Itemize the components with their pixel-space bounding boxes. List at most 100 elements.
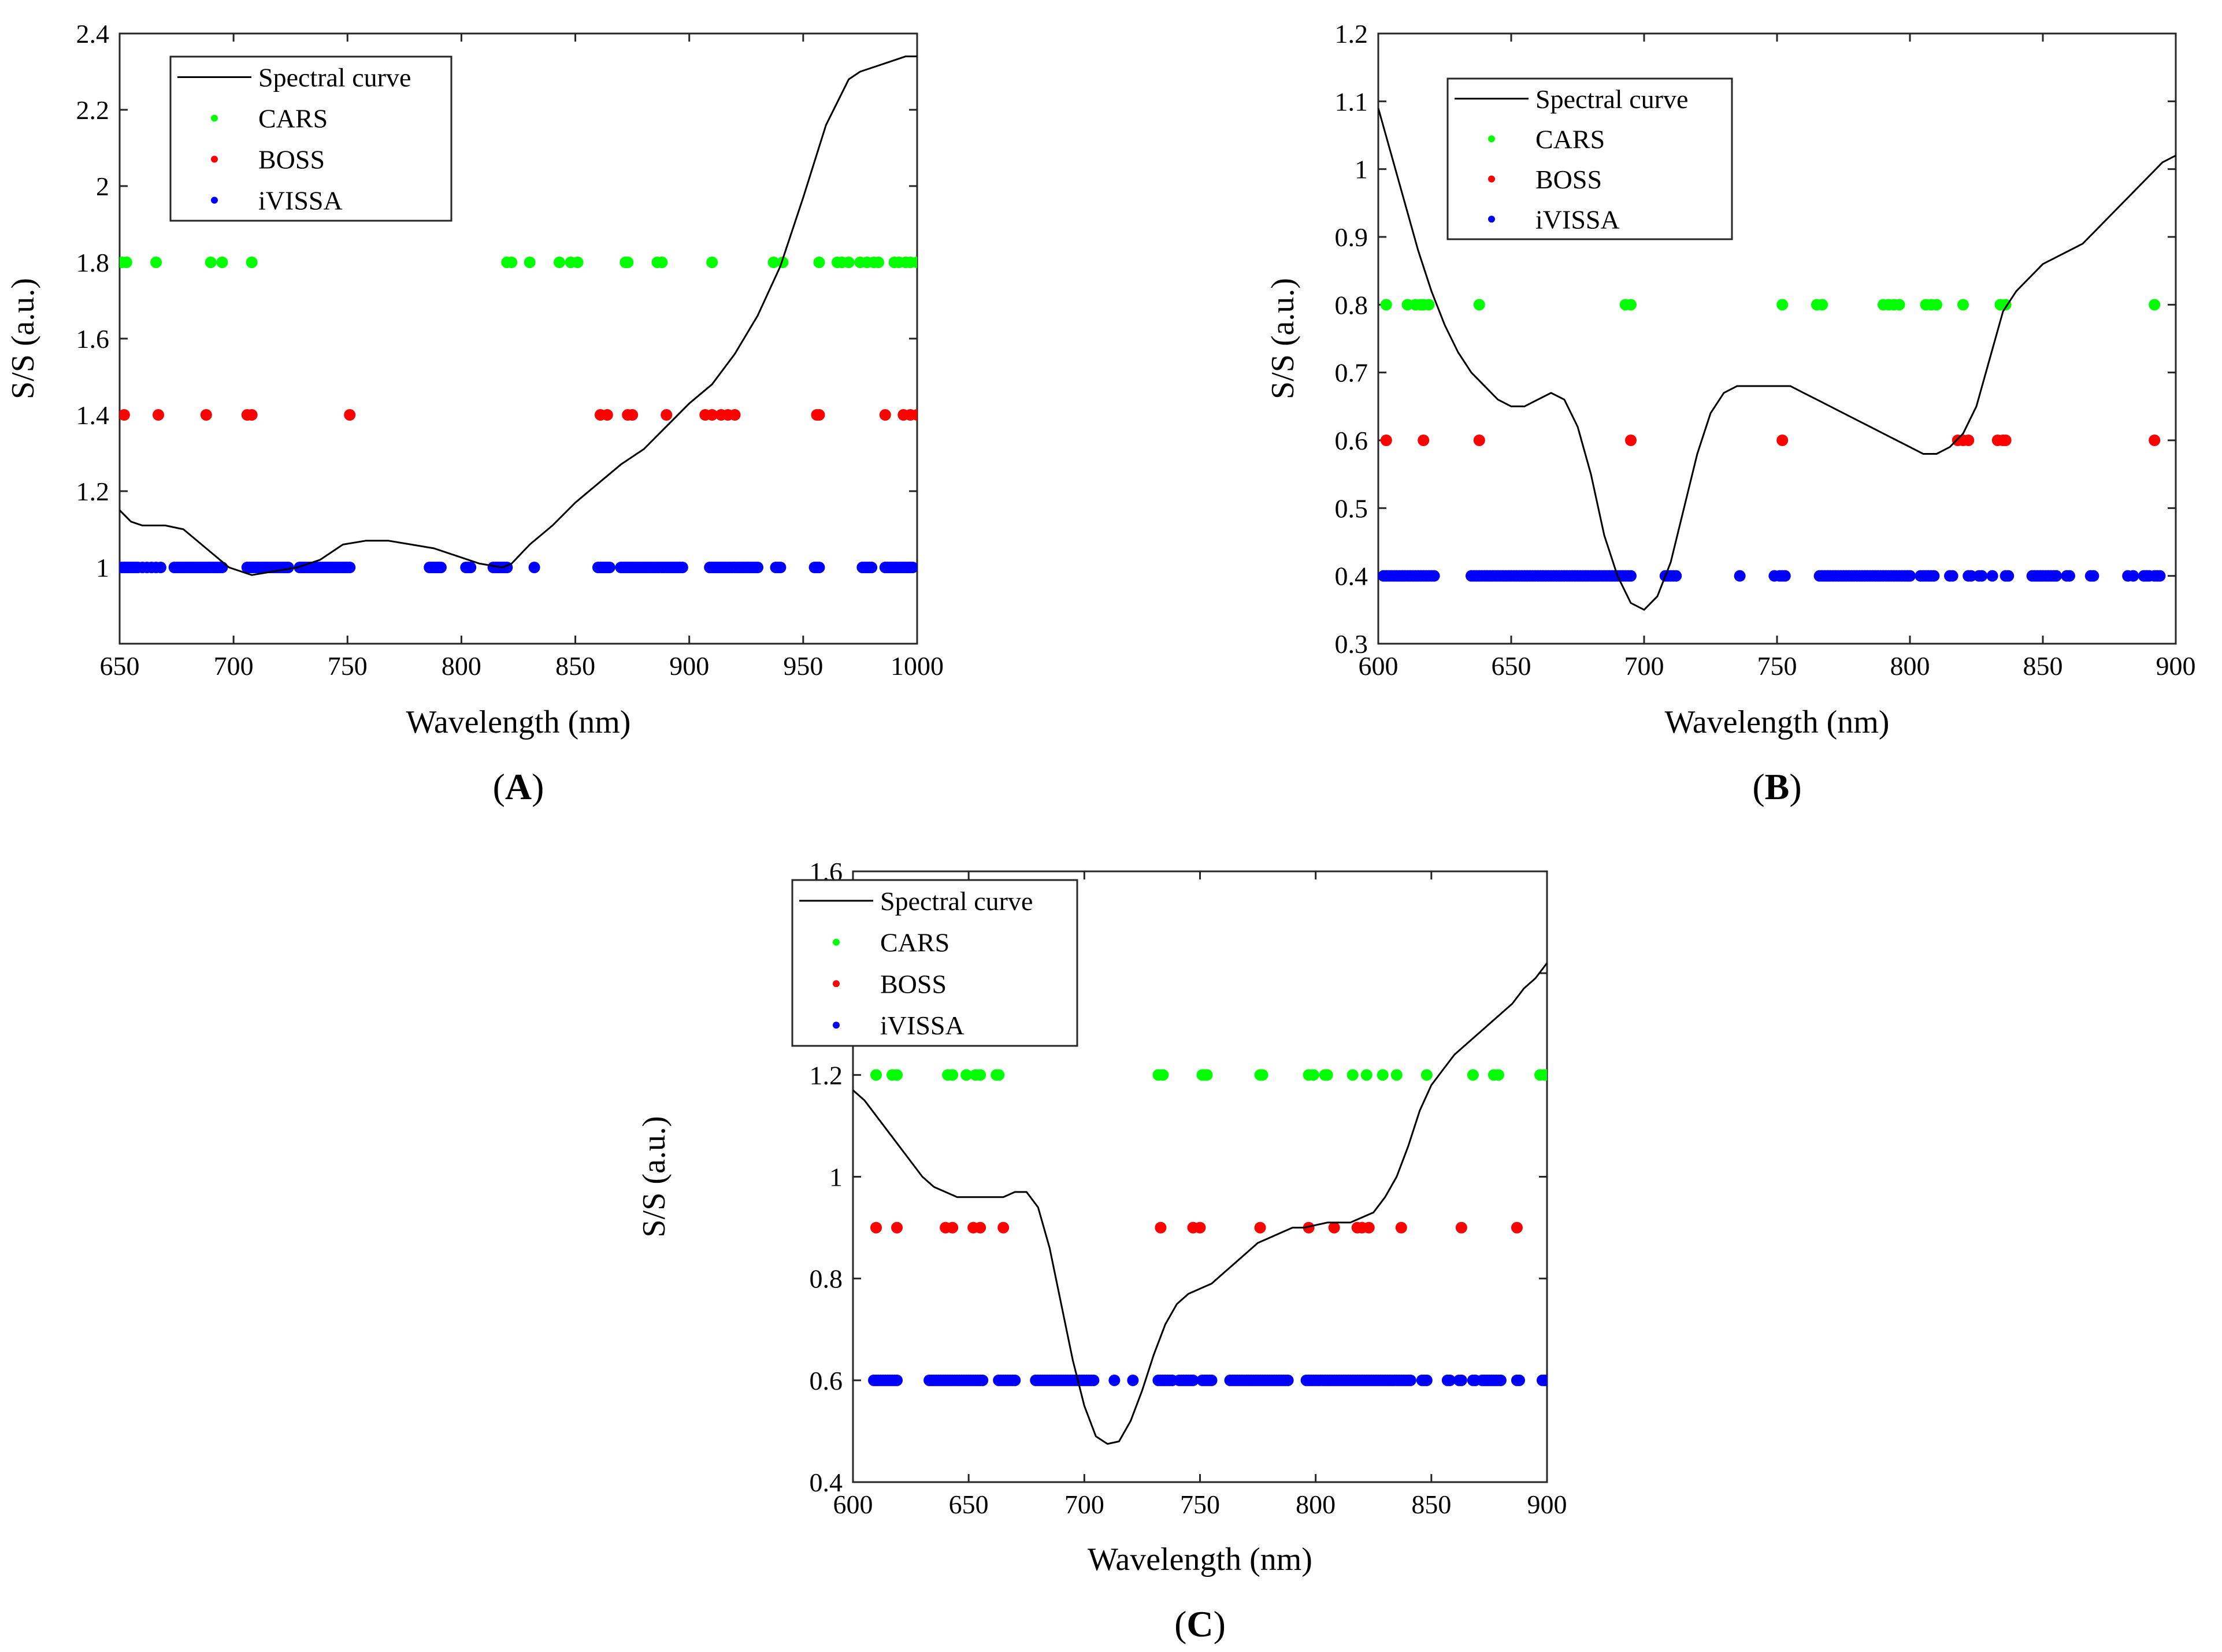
cars-point bbox=[2149, 299, 2161, 311]
cars-point bbox=[1201, 1069, 1213, 1081]
boss-point bbox=[891, 1222, 903, 1234]
boss-point bbox=[1328, 1222, 1340, 1234]
cars-point bbox=[911, 257, 917, 268]
plot-data bbox=[1378, 107, 2176, 611]
ivissa-point bbox=[774, 562, 787, 573]
panel-label-close: ) bbox=[1214, 1603, 1226, 1644]
ivissa-point bbox=[465, 562, 477, 573]
cars-point bbox=[1380, 299, 1392, 311]
boss-point bbox=[1511, 1222, 1523, 1234]
x-tick-label: 700 bbox=[1624, 651, 1664, 681]
y-tick-label: 2.4 bbox=[76, 19, 110, 49]
series-boss bbox=[120, 409, 917, 421]
legend-label: iVISSA bbox=[258, 186, 343, 216]
panel-label-open: ( bbox=[1752, 766, 1764, 807]
boss-point bbox=[1363, 1222, 1375, 1234]
y-tick-label: 0.4 bbox=[810, 1468, 843, 1497]
ivissa-point bbox=[1541, 1374, 1547, 1386]
y-tick-label: 1.4 bbox=[76, 400, 110, 430]
ivissa-point bbox=[1670, 570, 1682, 582]
cars-point bbox=[1893, 299, 1905, 311]
cars-point bbox=[246, 257, 258, 268]
boss-point bbox=[661, 409, 673, 421]
cars-point bbox=[1625, 299, 1637, 311]
cars-point bbox=[1346, 1069, 1359, 1081]
boss-point bbox=[1303, 1222, 1315, 1234]
y-tick-label: 0.6 bbox=[1335, 426, 1368, 455]
cars-point bbox=[947, 1069, 959, 1081]
ivissa-point bbox=[907, 562, 917, 573]
panel-label-letter: C bbox=[1186, 1603, 1213, 1644]
boss-point bbox=[1776, 435, 1789, 446]
boss-point bbox=[601, 409, 613, 421]
panel-label: (C) bbox=[1174, 1603, 1226, 1644]
legend-label: iVISSA bbox=[880, 1011, 965, 1040]
series-boss bbox=[870, 1222, 1523, 1234]
x-tick-label: 750 bbox=[1180, 1490, 1220, 1519]
cars-point bbox=[572, 257, 584, 268]
ivissa-point bbox=[1428, 570, 1440, 582]
panel-label-close: ) bbox=[532, 766, 544, 807]
cars-point bbox=[120, 257, 132, 268]
cars-point bbox=[870, 1069, 882, 1081]
cars-point bbox=[150, 257, 162, 268]
series-ivissa bbox=[868, 1374, 1547, 1386]
cars-point bbox=[1931, 299, 1942, 311]
ivissa-point bbox=[528, 562, 540, 573]
boss-point bbox=[1380, 435, 1392, 446]
y-tick-label: 1.8 bbox=[76, 248, 110, 277]
cars-point bbox=[216, 257, 228, 268]
panel-b: 600 650 700 750 800 850 900 0.3 0.4 0.5 0.6 0.7 0.8 0… bbox=[1265, 19, 2196, 807]
cars-point bbox=[1401, 299, 1414, 311]
ivissa-point bbox=[1205, 1374, 1218, 1386]
ivissa-point bbox=[1009, 1374, 1021, 1386]
cars-point bbox=[524, 257, 536, 268]
spectral-curve-line bbox=[1378, 107, 2176, 611]
x-tick-label: 900 bbox=[669, 651, 709, 681]
y-tick-label: 0.9 bbox=[1335, 222, 1368, 252]
boss-point bbox=[2149, 435, 2161, 446]
boss-point bbox=[120, 409, 130, 421]
x-tick-label: 800 bbox=[442, 651, 481, 681]
y-axis-title: S/S (a.u.) bbox=[636, 1116, 672, 1238]
spectral-curve-line bbox=[120, 55, 917, 576]
legend: Spectral curve CARS BOSS iVISSA bbox=[169, 55, 452, 222]
boss-point bbox=[729, 409, 741, 421]
ivissa-point bbox=[1946, 570, 1958, 582]
cars-point bbox=[974, 1069, 986, 1081]
x-tick-label: 850 bbox=[2023, 651, 2063, 681]
legend-dot-marker bbox=[211, 155, 218, 163]
y-tick-label: 1.6 bbox=[76, 324, 110, 354]
x-tick-label: 600 bbox=[1359, 651, 1399, 681]
legend-box bbox=[1446, 77, 1733, 240]
legend-label: CARS bbox=[880, 928, 949, 957]
legend-dot-marker bbox=[833, 1022, 840, 1029]
y-tick-label: 1.2 bbox=[810, 1060, 843, 1090]
ivissa-point bbox=[1928, 570, 1940, 582]
cars-point bbox=[960, 1069, 973, 1081]
legend-dot-marker bbox=[211, 196, 218, 204]
legend-box bbox=[169, 55, 452, 222]
cars-point bbox=[1467, 1069, 1479, 1081]
boss-point bbox=[1963, 435, 1975, 446]
boss-point bbox=[1625, 435, 1637, 446]
y-tick-label: 0.7 bbox=[1335, 358, 1368, 388]
legend-dot-marker bbox=[833, 938, 840, 946]
ivissa-point bbox=[752, 562, 763, 573]
boss-point bbox=[911, 409, 917, 421]
boss-point bbox=[1395, 1222, 1407, 1234]
x-tick-label: 650 bbox=[100, 651, 140, 681]
y-tick-label: 0.8 bbox=[810, 1264, 843, 1294]
ivissa-point bbox=[813, 562, 825, 573]
cars-point bbox=[843, 257, 855, 268]
legend: Spectral curve CARS BOSS iVISSA bbox=[791, 879, 1078, 1047]
boss-point bbox=[947, 1222, 959, 1234]
boss-point bbox=[1455, 1222, 1467, 1234]
ivissa-point bbox=[2154, 570, 2166, 582]
ivissa-point bbox=[1187, 1374, 1199, 1386]
plot-data bbox=[853, 962, 1547, 1445]
y-axis-title: S/S (a.u.) bbox=[1265, 278, 1301, 399]
y-tick-label: 1.2 bbox=[1335, 19, 1368, 49]
x-axis-title: Wavelength (nm) bbox=[406, 704, 631, 740]
